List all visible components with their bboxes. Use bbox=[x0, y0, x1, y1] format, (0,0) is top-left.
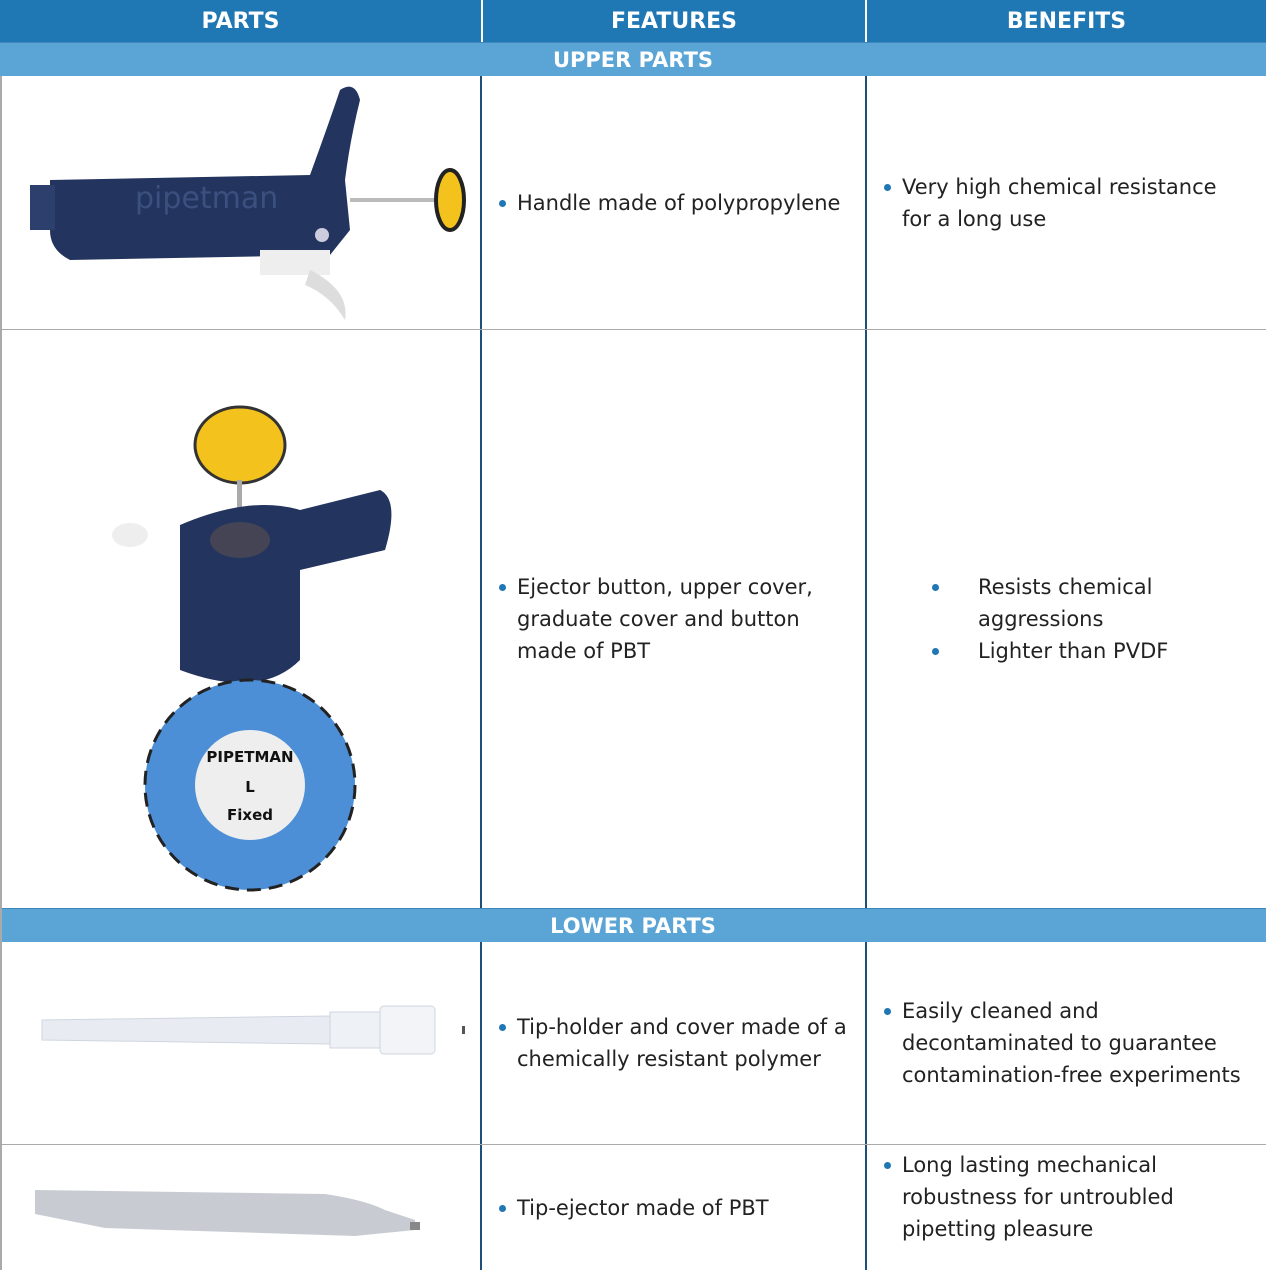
benefit-cell: Resists chemical aggressions Lighter tha… bbox=[930, 330, 1190, 908]
bullet: Long lasting mechanical robustness for u… bbox=[882, 1149, 1222, 1245]
feature-cell: Ejector button, upper cover, graduate co… bbox=[497, 330, 842, 908]
column-line bbox=[480, 942, 482, 1270]
header-cell: PARTS bbox=[0, 0, 481, 42]
benefit-cell: Very high chemical resistance for a long… bbox=[882, 76, 1252, 329]
pipette-handle-image: pipetman bbox=[30, 86, 466, 320]
tip-holder-image bbox=[41, 1005, 465, 1055]
header-cell: FEATURES bbox=[483, 0, 865, 42]
feature-cell: Tip-ejector made of PBT bbox=[497, 1145, 857, 1270]
feature-cell: Tip-holder and cover made of a chemicall… bbox=[497, 942, 857, 1144]
bullet: Very high chemical resistance for a long… bbox=[882, 171, 1252, 235]
image-text: Fixed bbox=[227, 806, 273, 824]
edge-line bbox=[0, 76, 2, 1270]
row-line bbox=[0, 1144, 1266, 1145]
bullet: Lighter than PVDF bbox=[930, 635, 1190, 667]
bullet: Easily cleaned and decontaminated to gua… bbox=[882, 995, 1252, 1091]
section-title: UPPER PARTS bbox=[0, 42, 1266, 76]
benefit-cell: Easily cleaned and decontaminated to gua… bbox=[882, 942, 1252, 1144]
header-cell: BENEFITS bbox=[867, 0, 1266, 42]
column-line bbox=[480, 76, 482, 908]
image-text: PIPETMAN bbox=[206, 748, 293, 766]
pipette-top-image: PIPETMAN L Fixed bbox=[112, 405, 392, 892]
column-line bbox=[865, 76, 867, 908]
image-text: L bbox=[245, 778, 255, 796]
bullet: Tip-holder and cover made of a chemicall… bbox=[497, 1011, 857, 1075]
benefit-cell: Long lasting mechanical robustness for u… bbox=[882, 1145, 1222, 1270]
row-line bbox=[0, 329, 1266, 330]
bullet: Resists chemical aggressions bbox=[930, 571, 1190, 635]
image-text: pipetman bbox=[135, 181, 278, 216]
section-title: LOWER PARTS bbox=[0, 908, 1266, 942]
bullet: Ejector button, upper cover, graduate co… bbox=[497, 571, 842, 667]
column-line bbox=[865, 942, 867, 1270]
tip-ejector-image bbox=[35, 1190, 420, 1236]
bullet: Handle made of polypropylene bbox=[497, 187, 857, 219]
bullet: Tip-ejector made of PBT bbox=[497, 1192, 857, 1224]
feature-cell: Handle made of polypropylene bbox=[497, 76, 857, 329]
